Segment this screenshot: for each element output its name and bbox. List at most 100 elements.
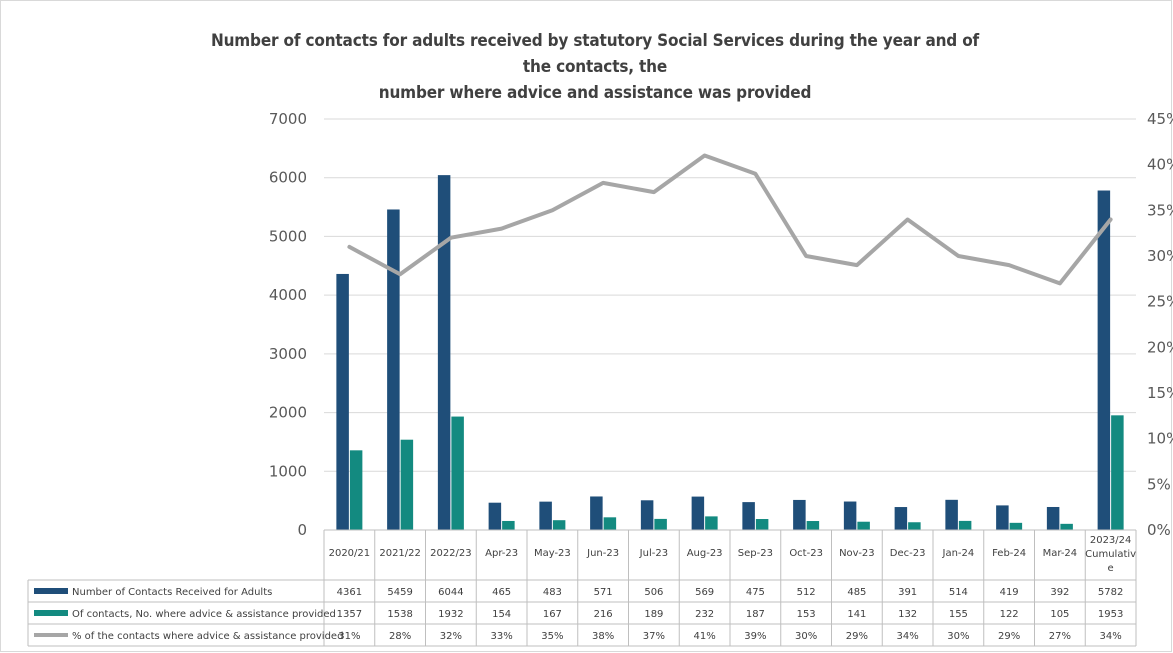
bar-contacts-received [387, 209, 400, 531]
bar-advice-provided [603, 517, 617, 530]
table-cell-value: 27% [1049, 631, 1071, 642]
bar-advice-provided [349, 450, 363, 530]
table-cell-value: 122 [1000, 609, 1019, 620]
bar-advice-provided [908, 522, 921, 530]
y-left-tick-label: 3000 [269, 345, 307, 363]
table-cell-value: 506 [644, 587, 663, 598]
table-cell-value: 1953 [1098, 609, 1123, 620]
table-cell-value: 5459 [387, 587, 412, 598]
x-category-label: 2022/23 [430, 548, 472, 559]
bar-advice-provided [1111, 415, 1124, 530]
table-cell-value: 187 [746, 609, 765, 620]
y-right-tick-label: 35% [1147, 201, 1173, 219]
bar-advice-provided [654, 518, 667, 530]
x-category-label: Dec-23 [890, 548, 926, 559]
table-cell-value: 153 [797, 609, 816, 620]
bar-contacts-received [1097, 190, 1111, 530]
table-cell-value: 483 [543, 587, 562, 598]
chart-title-line-2: number where advice and assistance was p… [378, 83, 812, 103]
table-cell-value: 29% [846, 631, 868, 642]
x-category-label: May-23 [534, 548, 571, 559]
table-cell-value: 232 [695, 609, 714, 620]
bar-advice-provided [755, 519, 769, 530]
y-left-tick-label: 7000 [269, 110, 307, 128]
table-cell-value: 154 [492, 609, 511, 620]
y-right-tick-label: 45% [1147, 110, 1173, 128]
bar-contacts-received [437, 175, 451, 530]
x-category-label: Jun-23 [586, 548, 619, 559]
chart-title-line-1: Number of contacts for adults received b… [210, 31, 980, 77]
table-cell-value: 1932 [438, 609, 463, 620]
table-cell-value: 512 [797, 587, 816, 598]
bar-contacts-received [488, 502, 502, 530]
line-percent-advice [347, 153, 1113, 286]
bar-contacts-received [742, 502, 755, 530]
legend-label: Of contacts, No. where advice & assistan… [72, 609, 336, 620]
x-category-label: e [1108, 563, 1114, 574]
y-left-tick-label: 1000 [269, 462, 307, 480]
table-cell-value: 28% [389, 631, 411, 642]
bar-contacts-received [793, 499, 806, 530]
bar-advice-provided [552, 520, 566, 530]
table-cell-value: 38% [592, 631, 614, 642]
x-category-label: Jul-23 [639, 548, 668, 559]
gridlines [324, 118, 1136, 531]
table-cell-value: 569 [695, 587, 714, 598]
legend-key-bar [34, 588, 68, 594]
legend-label: Number of Contacts Received for Adults [72, 587, 272, 598]
x-category-label: 2021/22 [379, 548, 421, 559]
x-category-label: Jan-24 [942, 548, 975, 559]
bar-advice-provided [857, 521, 870, 530]
y-right-tick-label: 30% [1147, 247, 1173, 265]
table-cell-value: 216 [594, 609, 613, 620]
percent-line [347, 153, 1113, 286]
bars [336, 175, 1124, 531]
x-category-label: Feb-24 [992, 548, 1026, 559]
bar-contacts-received [336, 273, 349, 530]
table-cell-value: 4361 [337, 587, 362, 598]
table-cell-value: 391 [898, 587, 917, 598]
bar-contacts-received [996, 505, 1009, 530]
bar-contacts-received [640, 500, 654, 530]
table-cell-value: 392 [1050, 587, 1069, 598]
bar-advice-provided [451, 416, 464, 530]
bar-contacts-received [539, 501, 552, 530]
table-cell-value: 105 [1050, 609, 1069, 620]
table-cell-value: 141 [847, 609, 866, 620]
y-right-tick-label: 25% [1147, 293, 1173, 311]
table-cell-value: 29% [998, 631, 1020, 642]
table-cell-value: 30% [947, 631, 969, 642]
y-right-tick-label: 20% [1147, 338, 1173, 356]
x-category-label: Sep-23 [738, 548, 773, 559]
table-cell-value: 571 [594, 587, 613, 598]
table-cell-value: 485 [847, 587, 866, 598]
table-cell-value: 167 [543, 609, 562, 620]
table-cell-value: 35% [541, 631, 563, 642]
y-left-tick-label: 2000 [269, 404, 307, 422]
data-table: 2020/21 2021/22 2022/23 Apr-23 May-23 Jun-23 J… [27, 529, 1137, 647]
x-category-label: Apr-23 [485, 548, 518, 559]
table-cell-value: 34% [897, 631, 919, 642]
bar-advice-provided [1060, 523, 1073, 530]
table-cell-value: 31% [338, 631, 360, 642]
bar-advice-provided [502, 520, 515, 530]
table-cell-value: 1357 [337, 609, 362, 620]
table-cell-value: 465 [492, 587, 511, 598]
x-category-label: Oct-23 [789, 548, 823, 559]
axes: 0 1000 2000 3000 4000 5000 6000 7000 0% 5% 10% 15% 2… [269, 110, 1173, 539]
bar-contacts-received [1046, 506, 1060, 530]
x-category-label: Cumulativ [1085, 549, 1136, 560]
table-cell-value: 34% [1100, 631, 1122, 642]
x-category-label: 2020/21 [329, 548, 371, 559]
bar-advice-provided [1009, 522, 1023, 530]
y-right-tick-label: 0% [1147, 521, 1171, 539]
y-right-tick-label: 15% [1147, 384, 1173, 402]
bar-advice-provided [705, 516, 718, 530]
y-left-tick-label: 6000 [269, 169, 307, 187]
bar-advice-provided [958, 520, 972, 530]
bar-contacts-received [590, 496, 603, 530]
table-cell-value: 30% [795, 631, 817, 642]
table-cell-value: 5782 [1098, 587, 1123, 598]
